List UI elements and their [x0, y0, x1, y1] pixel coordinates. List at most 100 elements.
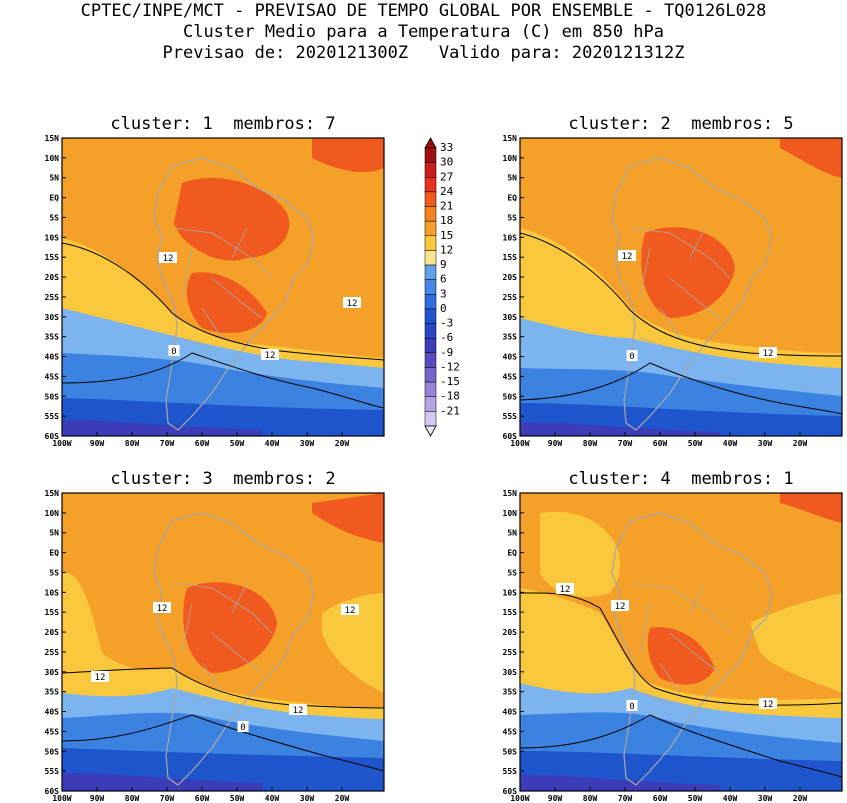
lon-tick-label: 50W — [688, 439, 703, 448]
lon-tick-label: 70W — [160, 439, 175, 448]
contour-label-box — [556, 583, 574, 594]
lat-tick-label: 5N — [507, 174, 517, 183]
lon-tick-label: 40W — [723, 439, 738, 448]
contour-label-box — [153, 602, 171, 613]
colorbar-swatch — [424, 337, 437, 354]
colorbar-label: 9 — [440, 258, 447, 271]
contour-label-box — [341, 604, 359, 615]
colorbar-swatch — [424, 206, 437, 222]
lat-tick-label: 20S — [503, 628, 518, 637]
lon-tick-label: 90W — [90, 439, 105, 448]
lat-tick-label: EQ — [507, 549, 517, 558]
lon-tick-label: 40W — [265, 794, 280, 803]
contour-label-box — [91, 671, 109, 682]
lon-tick-label: 90W — [548, 794, 563, 803]
contour-label: 0 — [629, 702, 634, 712]
contour-label-box — [159, 252, 177, 263]
colorbar-swatch — [424, 191, 437, 207]
lat-tick-label: 15S — [45, 253, 60, 262]
lat-tick-label: 30S — [45, 668, 60, 677]
colorbar-label: 33 — [440, 141, 453, 154]
colorbar-swatch — [424, 162, 437, 178]
lon-tick-label: 20W — [335, 439, 350, 448]
lon-tick-label: 90W — [548, 439, 563, 448]
lon-tick-label: 60W — [195, 439, 210, 448]
contour-label-box — [626, 350, 638, 361]
lat-tick-label: 15N — [503, 134, 518, 143]
lon-tick-label: 50W — [688, 794, 703, 803]
colorbar-label: 21 — [440, 200, 453, 213]
colorbar-swatch — [424, 381, 437, 397]
panel-3-title: cluster: 3 membros: 2 — [110, 469, 336, 489]
colorbar-swatch — [424, 279, 437, 295]
contour-label-box — [611, 600, 629, 611]
lon-tick-label: 60W — [195, 794, 210, 803]
lat-tick-label: 45S — [503, 372, 518, 381]
colorbar-label: 0 — [440, 302, 447, 315]
lat-tick-label: 10S — [503, 233, 518, 242]
lat-tick-label: 60S — [503, 787, 518, 796]
lat-tick-label: 10N — [45, 509, 60, 518]
lon-tick-label: 30W — [758, 439, 773, 448]
lon-tick-label: 100W — [52, 439, 71, 448]
colorbar-label: 18 — [440, 214, 453, 227]
colorbar-label: 15 — [440, 229, 453, 242]
lat-tick-label: 60S — [503, 432, 518, 441]
lat-tick-label: 45S — [45, 372, 60, 381]
lat-tick-label: 20S — [503, 273, 518, 282]
contour-label: 12 — [763, 349, 774, 359]
lat-tick-label: 5S — [507, 213, 517, 222]
contour-label: 0 — [240, 723, 245, 733]
contour-label: 12 — [163, 254, 174, 264]
map-panel-1 — [61, 138, 385, 436]
colorbar-label: -21 — [440, 404, 460, 417]
contour-label: 0 — [629, 352, 634, 362]
lat-tick-label: 25S — [45, 293, 60, 302]
lat-tick-label: 45S — [503, 727, 518, 736]
lat-tick-label: 55S — [503, 767, 518, 776]
colorbar-label: -15 — [440, 375, 460, 388]
colorbar-label: 24 — [440, 185, 454, 198]
lat-tick-label: 50S — [503, 747, 518, 756]
contour-label: 12 — [265, 351, 276, 361]
contour-label-box — [237, 721, 249, 732]
lat-tick-label: 20S — [45, 273, 60, 282]
lat-tick-label: 15S — [503, 608, 518, 617]
colorbar-swatch — [424, 323, 437, 339]
lat-tick-label: 15S — [45, 608, 60, 617]
contour-label: 12 — [615, 602, 626, 612]
lon-tick-label: 30W — [300, 439, 315, 448]
lat-tick-label: 55S — [45, 412, 60, 421]
contour-label: 0 — [171, 347, 176, 357]
lat-tick-label: 40S — [45, 353, 60, 362]
colorbar-label: -3 — [440, 317, 453, 330]
contour-label-box — [759, 347, 777, 358]
lat-tick-label: 20S — [45, 628, 60, 637]
lat-tick-label: EQ — [49, 549, 59, 558]
lat-tick-label: 10N — [503, 509, 518, 518]
colorbar-swatch — [424, 396, 437, 412]
lon-tick-label: 100W — [510, 439, 529, 448]
colorbar-label: -12 — [440, 360, 460, 373]
lon-tick-label: 60W — [653, 439, 668, 448]
contour-label-box — [343, 297, 361, 308]
lat-tick-label: 25S — [503, 293, 518, 302]
map-panel-2 — [519, 138, 843, 436]
lat-tick-label: 5S — [49, 213, 59, 222]
contour-label-box — [618, 250, 636, 261]
lon-tick-label: 70W — [160, 794, 175, 803]
colorbar-bottom-arrow — [424, 425, 437, 437]
lat-tick-label: 5S — [49, 568, 59, 577]
colorbar-label: 6 — [440, 273, 447, 286]
lon-tick-label: 100W — [52, 794, 71, 803]
contour-label: 12 — [345, 606, 356, 616]
lat-tick-label: 35S — [503, 688, 518, 697]
lat-tick-label: 15S — [503, 253, 518, 262]
lat-tick-label: 45S — [45, 727, 60, 736]
map-panel-4 — [519, 493, 843, 791]
contour-label: 12 — [560, 585, 571, 595]
lat-tick-label: 60S — [45, 787, 60, 796]
contour-label: 12 — [347, 299, 358, 309]
colorbar-swatch — [424, 294, 437, 310]
